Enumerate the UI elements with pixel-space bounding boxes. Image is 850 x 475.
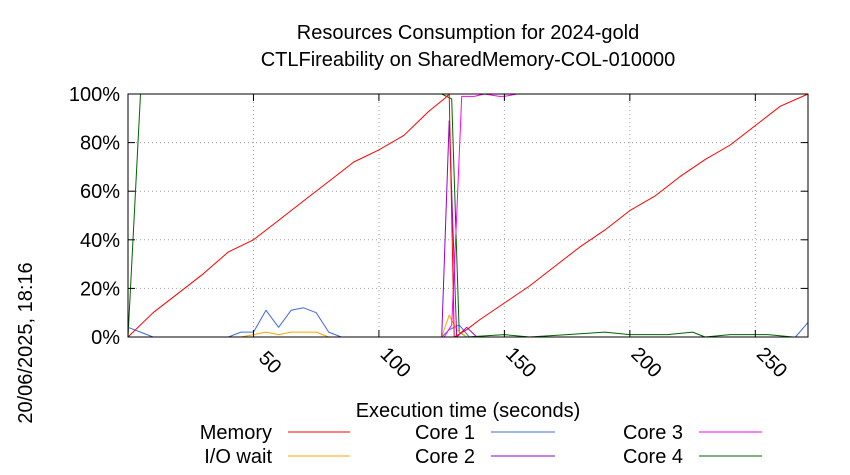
series-line-core-2 <box>128 120 808 338</box>
y-tick-label: 60% <box>80 181 120 203</box>
series-lines <box>127 93 809 338</box>
y-tick-label: 0% <box>91 327 120 349</box>
x-tick-label: 250 <box>752 343 791 382</box>
x-axis-ticks: 50 100 150 200 250 <box>252 94 791 382</box>
series-line-core-1 <box>127 307 809 338</box>
y-tick-label: 80% <box>80 133 120 155</box>
timestamp-label: 20/06/2025, 18:16 <box>15 262 37 423</box>
legend-label: Memory <box>200 422 272 444</box>
x-tick-label: 50 <box>254 347 285 378</box>
chart-title-line1: Resources Consumption for 2024-gold <box>297 22 639 44</box>
y-axis-ticks: 0% 20% 40% 60% 80% 100% <box>69 84 808 349</box>
series-line-core-3 <box>128 93 808 338</box>
series-line-i-o-wait <box>128 314 808 338</box>
y-tick-label: 20% <box>80 278 120 300</box>
chart-title-line2: CTLFireability on SharedMemory-COL-01000… <box>261 49 676 71</box>
series-line-core-4 <box>127 93 808 338</box>
series-line-memory <box>127 93 809 338</box>
legend-label: Core 4 <box>623 446 683 468</box>
legend-label: Core 3 <box>623 422 683 444</box>
x-tick-label: 200 <box>627 343 666 382</box>
x-axis-label: Execution time (seconds) <box>356 400 581 422</box>
plot-frame <box>127 93 809 338</box>
x-tick-label: 100 <box>376 343 415 382</box>
legend-label: Core 2 <box>415 446 475 468</box>
y-tick-label: 40% <box>80 230 120 252</box>
x-tick-label: 150 <box>501 343 540 382</box>
legend-label: Core 1 <box>415 422 475 444</box>
legend-label: I/O wait <box>204 446 272 468</box>
y-tick-label: 100% <box>69 84 120 106</box>
grid <box>128 94 808 337</box>
